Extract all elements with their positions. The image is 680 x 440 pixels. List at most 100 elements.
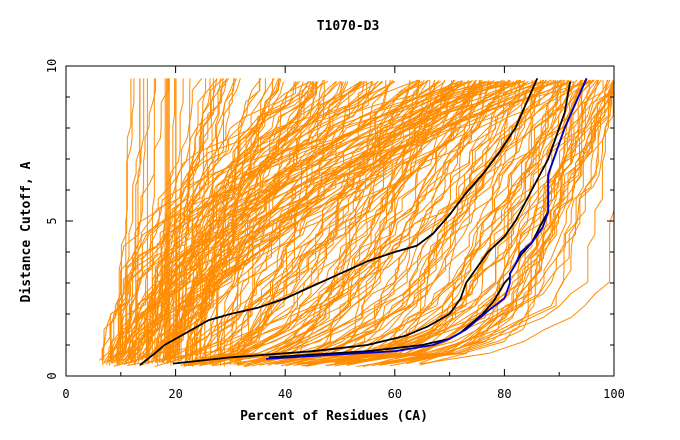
bulk-series-line xyxy=(353,79,615,362)
bulk-series-line xyxy=(178,81,506,361)
bulk-series-line xyxy=(144,78,155,362)
x-tick-label: 80 xyxy=(497,387,511,401)
bulk-series-line xyxy=(112,78,135,360)
bulk-series-line xyxy=(163,81,364,364)
x-tick-label: 0 xyxy=(62,387,69,401)
bulk-series-group xyxy=(98,78,615,368)
bulk-series-line xyxy=(211,81,349,367)
x-axis-label: Percent of Residues (CA) xyxy=(240,409,428,424)
bulk-series-line xyxy=(109,81,312,361)
bulk-series-line xyxy=(166,78,262,364)
bulk-series-line xyxy=(389,80,582,362)
bulk-series-line xyxy=(125,81,485,365)
bulk-series-line xyxy=(229,80,431,362)
bulk-series-line xyxy=(300,80,615,362)
bulk-series-line xyxy=(192,81,473,364)
bulk-series-line xyxy=(331,79,582,363)
bulk-series-line xyxy=(334,79,584,363)
bulk-series-line xyxy=(334,79,482,365)
bulk-series-line xyxy=(185,81,544,361)
y-tick-label: 5 xyxy=(45,217,59,224)
bulk-series-line xyxy=(231,81,378,362)
bulk-series-line xyxy=(111,78,141,358)
bulk-series-line xyxy=(113,81,313,364)
bulk-series-line xyxy=(218,81,428,360)
bulk-series-line xyxy=(116,81,329,366)
bulk-series-line xyxy=(201,79,418,362)
bulk-series-line xyxy=(168,81,374,363)
highlight-series-line xyxy=(172,81,572,365)
bulk-series-line xyxy=(362,79,602,367)
bulk-series-line xyxy=(381,80,614,365)
bulk-series-line xyxy=(138,78,214,361)
bulk-series-line xyxy=(236,81,435,365)
bulk-series-line xyxy=(196,81,518,363)
bulk-series-line xyxy=(345,79,566,365)
bulk-series-line xyxy=(256,79,483,362)
bulk-series-line xyxy=(185,79,477,366)
bulk-series-line xyxy=(220,81,464,366)
bulk-series-line xyxy=(318,79,615,364)
x-tick-label: 60 xyxy=(388,387,402,401)
bulk-series-line xyxy=(334,79,595,364)
bulk-series-line xyxy=(180,81,497,366)
x-tick-label: 20 xyxy=(168,387,182,401)
bulk-series-line xyxy=(293,80,520,366)
x-tick-label: 40 xyxy=(278,387,292,401)
bulk-series-line xyxy=(116,81,525,365)
bulk-series-line xyxy=(389,79,615,367)
bulk-series-line xyxy=(183,79,463,366)
bulk-series-line xyxy=(259,79,586,366)
bulk-series-line xyxy=(244,79,436,368)
bulk-series-line xyxy=(195,81,343,366)
bulk-series-line xyxy=(128,78,218,365)
y-tick-label: 10 xyxy=(45,59,59,73)
y-axis-label: Distance Cutoff, A xyxy=(19,161,34,302)
bulk-series-line xyxy=(214,79,520,366)
bulk-series-line xyxy=(194,79,425,364)
bulk-series-line xyxy=(329,80,615,362)
bulk-series-line xyxy=(347,79,615,365)
bulk-series-line xyxy=(123,81,589,366)
highlight-series-group xyxy=(139,78,588,366)
bulk-series-line xyxy=(167,81,469,363)
highlight-series-line xyxy=(139,78,539,366)
bulk-series-line xyxy=(172,78,177,357)
bulk-series-line xyxy=(329,79,564,366)
bulk-series-line xyxy=(201,81,365,360)
bulk-series-line xyxy=(366,79,615,366)
best-series-line xyxy=(265,78,588,360)
bulk-series-line xyxy=(302,80,568,365)
bulk-series-line xyxy=(111,78,218,364)
bulk-series-line xyxy=(166,81,337,361)
bulk-series-line xyxy=(200,79,420,362)
bulk-series-line xyxy=(122,81,574,362)
bulk-series-line xyxy=(170,81,310,361)
bulk-series-line xyxy=(159,78,168,363)
bulk-series-line xyxy=(154,81,459,368)
bulk-series-line xyxy=(243,79,440,367)
bulk-series-line xyxy=(264,80,559,362)
bulk-series-line xyxy=(164,81,463,365)
bulk-series-line xyxy=(131,78,224,358)
bulk-series-line xyxy=(188,81,469,361)
bulk-series-line xyxy=(120,81,529,365)
bulk-series-line xyxy=(117,78,132,359)
bulk-series-line xyxy=(161,81,297,363)
bulk-series-line xyxy=(209,81,483,366)
bulk-series-line xyxy=(307,79,536,366)
bulk-series-line xyxy=(194,81,363,365)
bulk-series-line xyxy=(117,81,394,361)
bulk-series-line xyxy=(188,79,510,367)
bulk-series-line xyxy=(378,79,615,366)
bulk-series-line xyxy=(108,81,471,361)
bulk-series-line xyxy=(237,79,511,366)
bulk-series-line xyxy=(143,81,344,362)
bulk-series-line xyxy=(375,79,591,364)
bulk-series-line xyxy=(175,81,441,361)
chart-title: T1070-D3 xyxy=(317,19,380,34)
bulk-series-line xyxy=(116,81,315,366)
axes-group: 0 20 40 60 80 100 0 5 10 xyxy=(45,59,625,401)
bulk-series-line xyxy=(186,81,524,367)
